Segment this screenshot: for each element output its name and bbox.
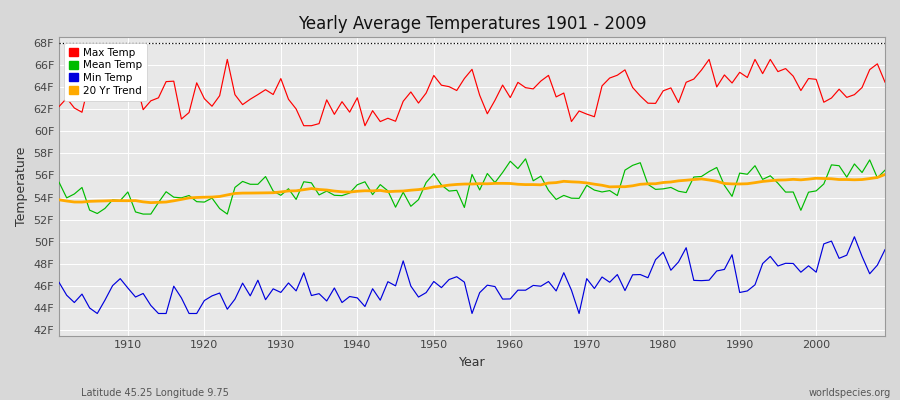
Text: Latitude 45.25 Longitude 9.75: Latitude 45.25 Longitude 9.75 <box>81 388 229 398</box>
Y-axis label: Temperature: Temperature <box>15 147 28 226</box>
Legend: Max Temp, Mean Temp, Min Temp, 20 Yr Trend: Max Temp, Mean Temp, Min Temp, 20 Yr Tre… <box>64 42 148 101</box>
Title: Yearly Average Temperatures 1901 - 2009: Yearly Average Temperatures 1901 - 2009 <box>298 15 646 33</box>
Text: worldspecies.org: worldspecies.org <box>809 388 891 398</box>
X-axis label: Year: Year <box>459 356 485 369</box>
